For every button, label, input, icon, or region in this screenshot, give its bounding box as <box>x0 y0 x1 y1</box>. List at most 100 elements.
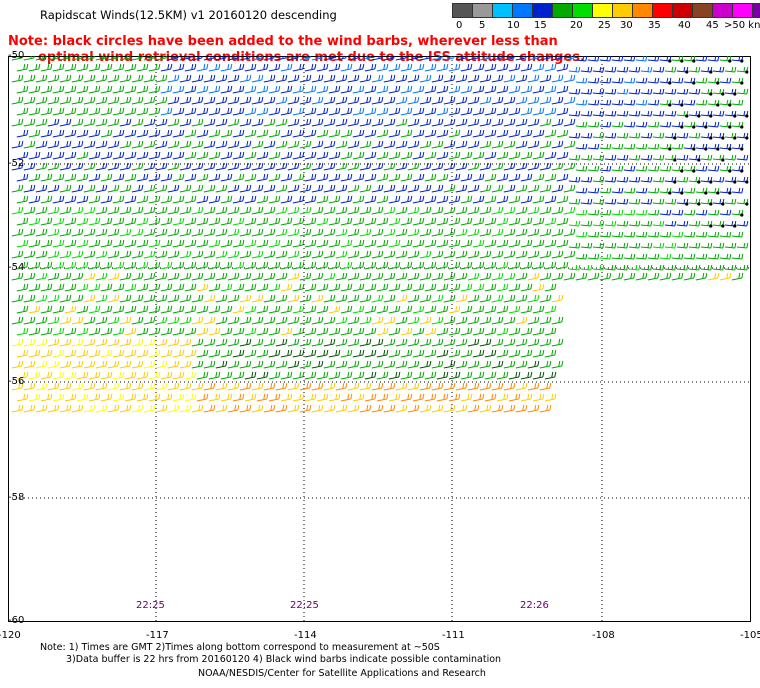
wind-barb-flag <box>534 118 537 125</box>
wind-barb <box>131 101 142 105</box>
wind-barb-flag <box>314 239 317 246</box>
wind-barb <box>304 288 315 292</box>
wind-barb-flag <box>21 294 24 301</box>
wind-barb-flag <box>275 151 278 158</box>
wind-barb <box>299 233 310 237</box>
wind-barb <box>196 156 207 160</box>
wind-barb <box>328 178 339 182</box>
wind-barb-flag <box>225 140 228 147</box>
wind-barb-flag <box>237 294 240 301</box>
wind-barb-flag <box>191 349 194 356</box>
wind-barb-flag <box>458 305 461 312</box>
wind-barb <box>160 134 171 138</box>
wind-barb-flag <box>530 107 533 114</box>
wind-barb <box>196 266 207 270</box>
wind-barb-flag <box>155 129 158 136</box>
wind-barb-flag <box>270 96 273 103</box>
wind-barb-flag <box>371 85 374 92</box>
wind-barb-flag <box>50 217 53 224</box>
wind-barb-flag <box>378 96 381 103</box>
wind-barb-flag <box>395 283 398 290</box>
wind-barb-flag <box>297 294 300 301</box>
wind-barb <box>335 343 346 347</box>
wind-barb-flag <box>630 99 633 106</box>
wind-barb-flag <box>338 217 341 224</box>
wind-barb <box>196 288 207 292</box>
wind-barb <box>479 57 490 61</box>
wind-barb <box>88 68 99 72</box>
wind-barb-flag <box>494 151 497 158</box>
wind-barb <box>328 244 339 248</box>
wind-barb-flag <box>189 360 192 367</box>
wind-barb-flag <box>501 316 504 323</box>
wind-barb-flag <box>38 85 41 92</box>
wind-barb-flag <box>657 187 660 194</box>
wind-barb-flag <box>273 140 276 147</box>
wind-barb-flag <box>470 261 473 268</box>
wind-barb <box>340 178 351 182</box>
wind-barb-flag <box>215 151 218 158</box>
wind-barb-flag <box>78 184 81 191</box>
wind-barb-flag <box>455 239 458 246</box>
wind-barb <box>623 125 634 128</box>
wind-barb-flag <box>638 264 641 271</box>
wind-barb-flag <box>237 250 240 257</box>
wind-barb <box>527 233 538 237</box>
wind-barb-flag <box>465 228 468 235</box>
wind-barb <box>220 244 231 248</box>
wind-barb <box>599 169 610 172</box>
wind-barb-flag <box>669 121 672 128</box>
wind-barb <box>299 321 310 325</box>
wind-barb <box>40 178 51 182</box>
wind-barb-flag <box>525 316 528 323</box>
wind-barb-flag <box>314 85 317 92</box>
wind-barb <box>292 156 303 160</box>
wind-barb-flag <box>59 349 62 356</box>
wind-barb-flag <box>246 316 249 323</box>
wind-barb-flag <box>81 74 84 81</box>
wind-barb-flag <box>287 129 290 136</box>
wind-barb <box>352 266 363 270</box>
wind-barb-flag <box>549 206 552 213</box>
wind-barb-flag <box>386 305 389 312</box>
wind-barb-flag <box>630 56 633 62</box>
wind-barb-flag <box>71 173 74 180</box>
wind-barb <box>143 57 154 61</box>
wind-barb-flag <box>170 173 173 180</box>
wind-barb <box>52 90 63 94</box>
wind-barb <box>707 103 718 106</box>
wind-barb-flag <box>126 162 129 169</box>
wind-barb <box>119 233 130 237</box>
wind-barb-flag <box>45 74 48 81</box>
contamination-marker <box>680 125 684 129</box>
wind-barb-flag <box>93 360 96 367</box>
wind-barb-flag <box>525 206 528 213</box>
wind-barb-flag <box>438 118 441 125</box>
wind-barb-flag <box>422 239 425 246</box>
wind-barb-flag <box>266 261 269 268</box>
wind-barb-flag <box>693 272 696 279</box>
wind-barb-flag <box>609 77 612 84</box>
wind-barb-flag <box>587 242 590 249</box>
wind-barb-flag <box>314 63 317 70</box>
wind-barb-flag <box>477 206 480 213</box>
wind-barb-flag <box>30 250 33 257</box>
wind-barb <box>491 233 502 237</box>
wind-barb <box>388 200 399 204</box>
wind-barb-flag <box>410 327 413 334</box>
wind-barb <box>599 81 610 84</box>
wind-barb-flag <box>177 294 180 301</box>
wind-barb <box>11 365 22 369</box>
wind-barb-flag <box>222 360 225 367</box>
wind-barb-flag <box>230 283 233 290</box>
wind-barb-flag <box>330 74 333 81</box>
wind-barb <box>239 255 250 259</box>
wind-barb <box>335 145 346 149</box>
wind-barb <box>352 222 363 226</box>
wind-barb <box>376 310 387 314</box>
wind-barb <box>539 167 550 171</box>
wind-barb-flag <box>734 154 737 161</box>
wind-barb-flag <box>630 143 633 150</box>
wind-barb-flag <box>383 305 386 312</box>
wind-barb-flag <box>191 283 194 290</box>
